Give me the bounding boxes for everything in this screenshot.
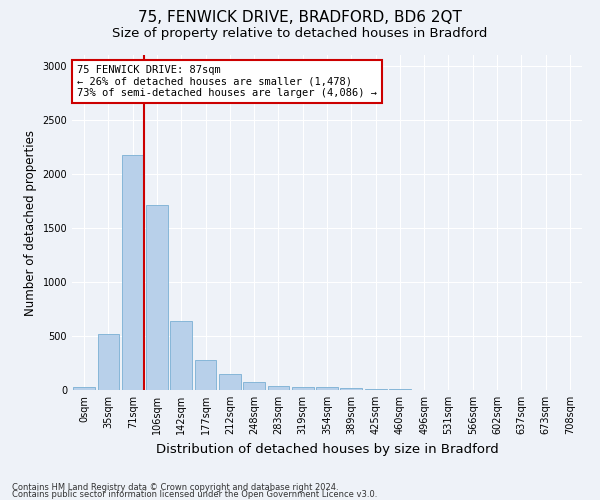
Text: Contains public sector information licensed under the Open Government Licence v3: Contains public sector information licen… xyxy=(12,490,377,499)
Text: Contains HM Land Registry data © Crown copyright and database right 2024.: Contains HM Land Registry data © Crown c… xyxy=(12,484,338,492)
Bar xyxy=(194,360,217,390)
Bar xyxy=(243,382,265,390)
X-axis label: Distribution of detached houses by size in Bradford: Distribution of detached houses by size … xyxy=(155,442,499,456)
Y-axis label: Number of detached properties: Number of detached properties xyxy=(24,130,37,316)
Text: 75 FENWICK DRIVE: 87sqm
← 26% of detached houses are smaller (1,478)
73% of semi: 75 FENWICK DRIVE: 87sqm ← 26% of detache… xyxy=(77,65,377,98)
Bar xyxy=(97,334,119,390)
Bar xyxy=(73,388,95,390)
Bar xyxy=(292,387,314,390)
Text: Size of property relative to detached houses in Bradford: Size of property relative to detached ho… xyxy=(112,28,488,40)
Bar xyxy=(219,374,241,390)
Text: 75, FENWICK DRIVE, BRADFORD, BD6 2QT: 75, FENWICK DRIVE, BRADFORD, BD6 2QT xyxy=(138,10,462,25)
Bar xyxy=(268,386,289,390)
Bar xyxy=(316,388,338,390)
Bar xyxy=(122,155,143,390)
Bar xyxy=(146,205,168,390)
Bar xyxy=(365,389,386,390)
Bar xyxy=(170,322,192,390)
Bar xyxy=(340,388,362,390)
